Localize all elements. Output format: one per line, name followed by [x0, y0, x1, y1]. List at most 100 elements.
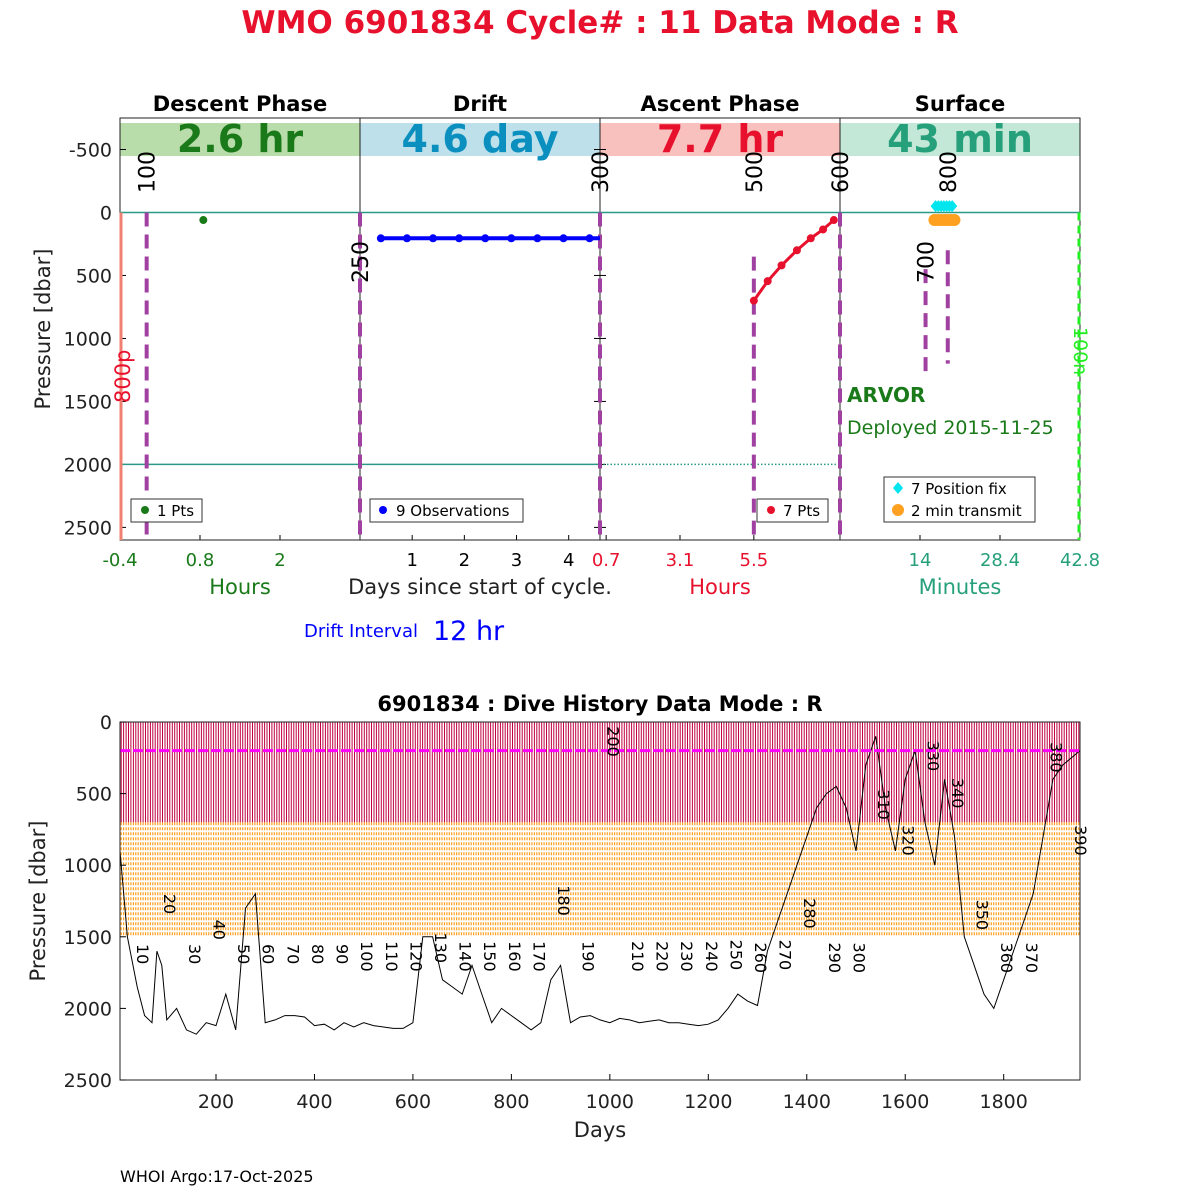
phase-title-2: Ascent Phase [641, 92, 800, 116]
drift-legend-text: 9 Observations [396, 502, 510, 520]
history-y-tick-label: 1500 [64, 927, 112, 949]
history-frame [119, 721, 1081, 1081]
drift-point [481, 234, 490, 243]
x-tick-label: 28.4 [980, 550, 1020, 571]
x-tick-label: 1 [406, 550, 417, 571]
drift-legend-marker [379, 506, 387, 514]
cycle-label: 10 [133, 944, 152, 964]
salmon-label: 800p [111, 350, 135, 403]
drift-point [559, 234, 568, 243]
history-x-tick-label: 800 [493, 1091, 529, 1113]
phase-band-0 [120, 123, 360, 156]
drift-point [376, 234, 385, 243]
cycle-label: 90 [333, 944, 352, 964]
figure-title: WMO 6901834 Cycle# : 11 Data Mode : R [241, 5, 958, 41]
event-marker-label: 300 [589, 151, 614, 193]
footer-credit: WHOI Argo:17-Oct-2025 [120, 1167, 314, 1186]
history-y-tick-label: 0 [100, 712, 112, 734]
surface-legend-box [883, 476, 1036, 523]
history-x-tick-label: 400 [296, 1091, 332, 1113]
y-tick-label: 1500 [64, 391, 112, 413]
ascent-legend-text: 7 Pts [783, 502, 820, 520]
cycle-label: 130 [431, 933, 450, 964]
drift-point [533, 234, 542, 243]
x-tick-label: 14 [909, 550, 932, 571]
x-tick-label: 0.8 [186, 550, 215, 571]
cycle-label: 280 [800, 898, 819, 929]
cycle-label: 20 [160, 894, 179, 914]
phase-xlabel-0: Hours [209, 575, 271, 599]
ascent-point [792, 246, 801, 255]
cycle-label: 140 [456, 941, 475, 972]
ascent-point [806, 234, 815, 243]
history-x-tick-label: 1200 [684, 1091, 732, 1113]
cycle-label: 210 [628, 941, 647, 972]
platform-name: ARVOR [847, 383, 925, 407]
phase-title-3: Surface [915, 92, 1005, 116]
drift-interval-value: 12 hr [433, 616, 505, 647]
y-tick-label: 0 [100, 202, 112, 224]
history-y-tick-label: 1000 [64, 855, 112, 877]
cycle-label: 30 [185, 944, 204, 964]
event-marker-label: 250 [349, 241, 374, 283]
phase-duration-1: 4.6 day [402, 117, 559, 161]
ascent-point [777, 261, 786, 270]
y-tick-label: 1000 [64, 328, 112, 350]
cycle-label: 230 [677, 941, 696, 972]
cycle-label: 170 [529, 941, 548, 972]
dive-history-chart: 6901834 : Dive History Data Mode : R 10 20… [26, 692, 1090, 1142]
x-tick-label: 5.5 [740, 550, 769, 571]
history-x-axis-label: Days [574, 1118, 626, 1142]
phase-xlabel-2: Hours [689, 575, 751, 599]
history-y-tick-label: 2000 [64, 998, 112, 1020]
ascent-point [763, 277, 772, 286]
phase-band-3 [840, 123, 1080, 156]
phase-duration-0: 2.6 hr [177, 117, 304, 161]
cycle-label: 160 [505, 941, 524, 972]
phase-band-1 [360, 123, 600, 156]
cycle-label: 40 [209, 920, 228, 940]
cycle-label: 340 [948, 778, 967, 809]
x-tick-label: -0.4 [102, 550, 137, 571]
descent-legend-text: 1 Pts [157, 502, 194, 520]
drift-point [585, 234, 594, 243]
y-tick-label: -500 [69, 139, 112, 161]
ascent-legend-box [756, 498, 829, 523]
cycle-label: 120 [406, 941, 425, 972]
phase-title-1: Drift [453, 92, 507, 116]
ascent-point [819, 225, 828, 234]
history-x-tick-label: 1000 [586, 1091, 634, 1113]
y-tick-label: 500 [76, 265, 112, 287]
deployed-date: Deployed 2015-11-25 [847, 417, 1054, 439]
descent-legend-box [130, 498, 203, 523]
cycle-vertical-lines [120, 722, 1080, 823]
transmit-point [948, 214, 961, 227]
event-marker-label: 600 [829, 151, 854, 193]
cycle-label: 290 [825, 943, 844, 974]
history-x-tick-label: 600 [395, 1091, 431, 1113]
event-marker-label: 500 [743, 151, 768, 193]
history-x-tick-label: 200 [198, 1091, 234, 1113]
cycle-label: 220 [653, 941, 672, 972]
cycle-label: 100 [357, 941, 376, 972]
cycle-label: 150 [480, 941, 499, 972]
drift-point [507, 234, 516, 243]
transmit-legend-text: 2 min transmit [911, 502, 1022, 520]
cycle-label: 380 [1046, 742, 1065, 773]
cycle-label: 350 [973, 900, 992, 931]
park-band-lines [120, 822, 1080, 937]
phase-xlabel-3: Minutes [919, 575, 1002, 599]
phase-duration-2: 7.7 hr [657, 117, 784, 161]
phase-title-0: Descent Phase [153, 92, 327, 116]
position-fix-legend-marker [893, 482, 903, 494]
cycle-label: 320 [899, 825, 918, 856]
cycle-label: 60 [259, 944, 278, 964]
history-x-tick-label: 1400 [783, 1091, 831, 1113]
x-tick-label: 3.1 [666, 550, 695, 571]
drift-point [402, 234, 411, 243]
history-x-tick-label: 1800 [980, 1091, 1028, 1113]
cycle-label: 330 [923, 741, 942, 772]
drift-point [455, 234, 464, 243]
y-axis-label: Pressure [dbar] [31, 249, 55, 410]
